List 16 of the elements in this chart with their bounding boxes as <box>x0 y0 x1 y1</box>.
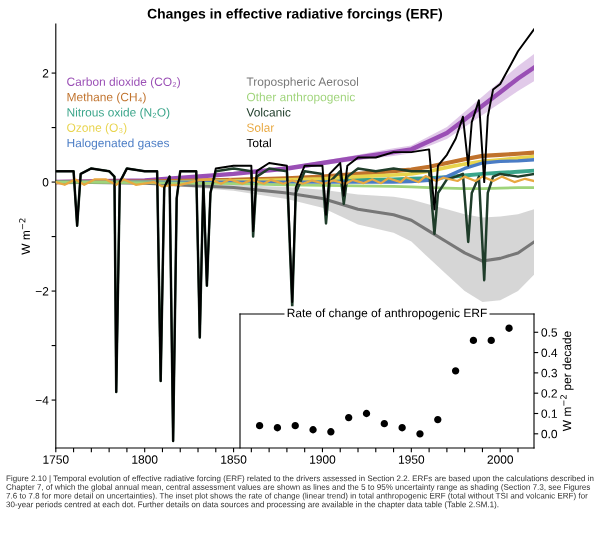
point <box>273 424 282 432</box>
point <box>309 426 317 434</box>
point <box>416 430 424 438</box>
point <box>398 424 406 432</box>
point <box>487 336 495 345</box>
line-series <box>55 28 534 442</box>
point <box>291 422 299 430</box>
point <box>255 422 264 430</box>
point <box>434 415 442 424</box>
point <box>362 409 371 418</box>
point <box>327 428 335 436</box>
point <box>505 324 513 332</box>
point <box>469 336 478 345</box>
point <box>451 367 460 375</box>
point <box>380 419 388 428</box>
point <box>345 413 353 422</box>
